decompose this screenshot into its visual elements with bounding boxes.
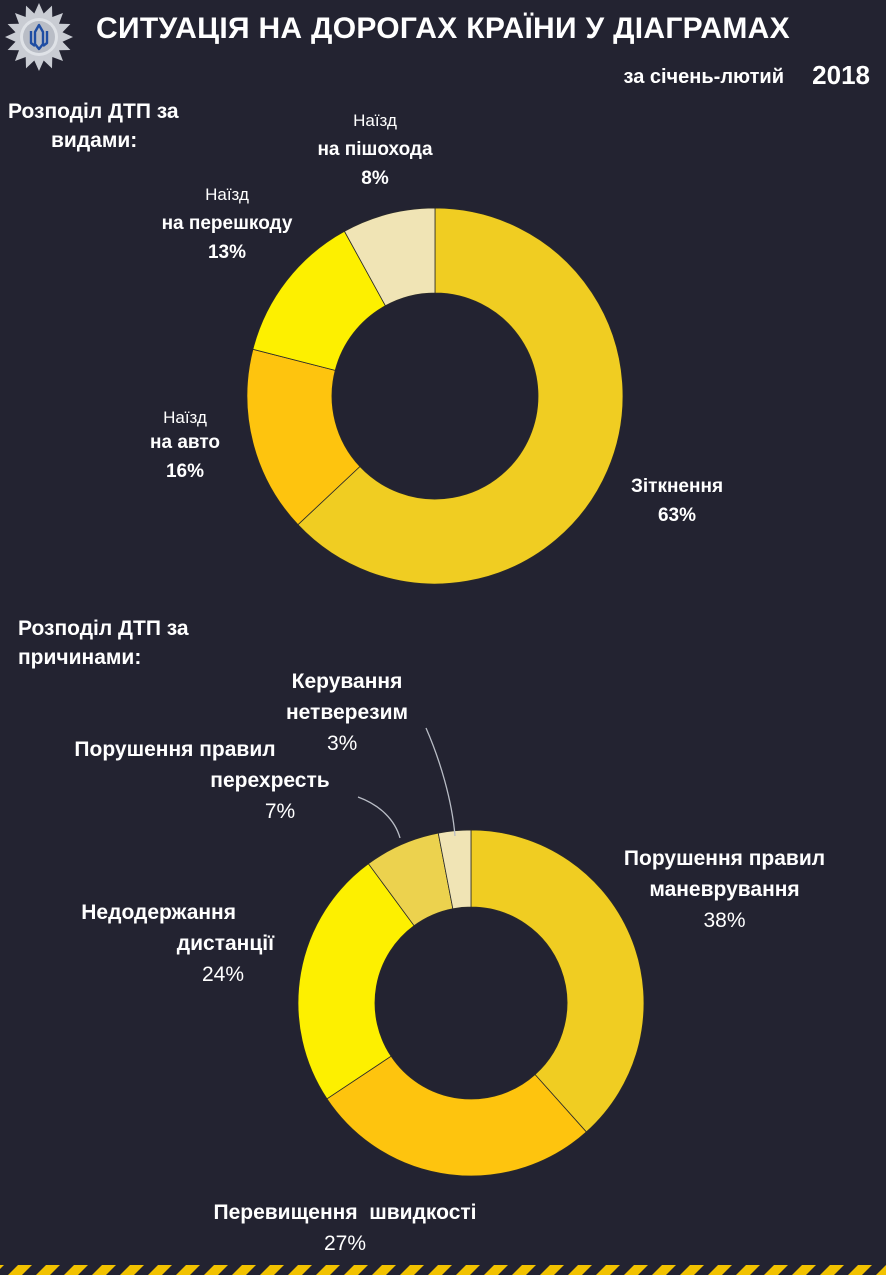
label-percent: 63% (657, 505, 697, 526)
page-title: СИТУАЦІЯ НА ДОРОГАХ КРАЇНИ У ДІАГРАМАХ (96, 12, 790, 45)
stripe-segment (316, 1265, 340, 1275)
stripe-segment (792, 1265, 816, 1275)
label-prefix: Наїзд (163, 408, 207, 427)
label-maneuver: Порушення правил маневрування 38% (592, 843, 857, 936)
stripe-segment (64, 1265, 88, 1275)
donut-slice-4 (343, 207, 436, 307)
donut-slice-1 (297, 207, 624, 585)
label-percent: 38% (703, 909, 746, 932)
label-name: на авто (150, 432, 220, 453)
label-name: Керування (291, 670, 403, 693)
stripe-segment (0, 1265, 4, 1269)
label-percent: 27% (323, 1232, 367, 1255)
stripe-segment (680, 1265, 704, 1275)
label-name: маневрування (649, 878, 800, 901)
donut-slice-1 (470, 829, 645, 1133)
label-name: дистанції (176, 932, 274, 955)
stripe-segment (288, 1265, 312, 1275)
label-name: нетверезим (285, 701, 409, 724)
stripe-segment (344, 1265, 368, 1275)
stripe-segment (36, 1265, 60, 1275)
label-name: Зіткнення (630, 476, 724, 497)
stripe-segment (232, 1265, 256, 1275)
stripe-segment (400, 1265, 424, 1275)
label-percent: 3% (327, 732, 358, 755)
stripe-segment (456, 1265, 480, 1275)
label-name: на перешкоду (161, 213, 293, 234)
year-label: 2018 (812, 60, 870, 90)
stripe-segment (260, 1265, 284, 1275)
stripe-segment (708, 1265, 732, 1275)
leader-line-intersections (357, 796, 401, 839)
label-distance: Недодержання дистанції 24% (18, 897, 288, 990)
section-title-line: Розподіл ДТП за (18, 617, 189, 640)
stripe-segment (148, 1265, 172, 1275)
stripe-segment (176, 1265, 200, 1275)
stripe-segment (596, 1265, 620, 1275)
leader-line-drunk (425, 727, 456, 837)
label-percent: 7% (264, 800, 296, 823)
police-star-badge-icon (5, 3, 73, 71)
stripe-segment (568, 1265, 592, 1275)
stripe-segment (764, 1265, 788, 1275)
section-title-line: причинами: (18, 646, 142, 669)
donut-slice-3 (297, 863, 415, 1100)
stripe-segment (736, 1265, 760, 1275)
label-percent: 16% (165, 461, 205, 482)
label-name: Порушення правил (74, 738, 276, 761)
label-prefix: Наїзд (353, 111, 397, 130)
label-percent: 24% (201, 963, 245, 986)
label-speeding: Перевищення швидкості 27% (160, 1197, 530, 1259)
donut-chart-types (246, 207, 624, 585)
label-drunk: Керування нетверезим 3% (262, 666, 432, 759)
label-hit-pedestrian: Наїзд на пішохода 8% (295, 106, 455, 193)
section-title-types: Розподіл ДТП за видами: (8, 97, 179, 155)
stripe-segment (428, 1265, 452, 1275)
stripe-segment (876, 1265, 886, 1275)
stripe-segment (8, 1265, 32, 1275)
hazard-stripe (0, 1265, 886, 1275)
stripe-segment (652, 1265, 676, 1275)
stripe-segment (820, 1265, 844, 1275)
stripe-segment (540, 1265, 564, 1275)
section-title-causes: Розподіл ДТП за причинами: (18, 614, 189, 672)
label-percent: 8% (361, 168, 389, 189)
label-prefix: Наїзд (205, 185, 249, 204)
label-hit-obstacle: Наїзд на перешкоду 13% (142, 180, 312, 267)
stripe-segment (484, 1265, 508, 1275)
stripe-segment (120, 1265, 144, 1275)
period-label: за січень-лютий (623, 66, 784, 88)
label-name: на пішохода (317, 139, 433, 160)
section-title-line: Розподіл ДТП за (8, 100, 179, 123)
stripe-segment (848, 1265, 872, 1275)
label-collision: Зіткнення 63% (612, 472, 742, 530)
donut-slice-2 (326, 1055, 587, 1177)
donut-slice-5 (437, 829, 472, 910)
label-name: перехресть (210, 769, 330, 792)
label-name: Порушення правил (623, 847, 826, 870)
stripe-segment (512, 1265, 536, 1275)
stripe-segment (92, 1265, 116, 1275)
label-intersections: Порушення правил перехресть 7% (40, 734, 380, 827)
label-name: Перевищення швидкості (213, 1201, 477, 1224)
stripe-segment (624, 1265, 648, 1275)
stripe-segment (204, 1265, 228, 1275)
stripe-segment (372, 1265, 396, 1275)
section-title-line: видами: (51, 129, 138, 152)
label-name: Недодержання (81, 901, 236, 924)
label-hit-car: Наїзд на авто 16% (130, 408, 240, 486)
label-percent: 13% (207, 242, 247, 263)
